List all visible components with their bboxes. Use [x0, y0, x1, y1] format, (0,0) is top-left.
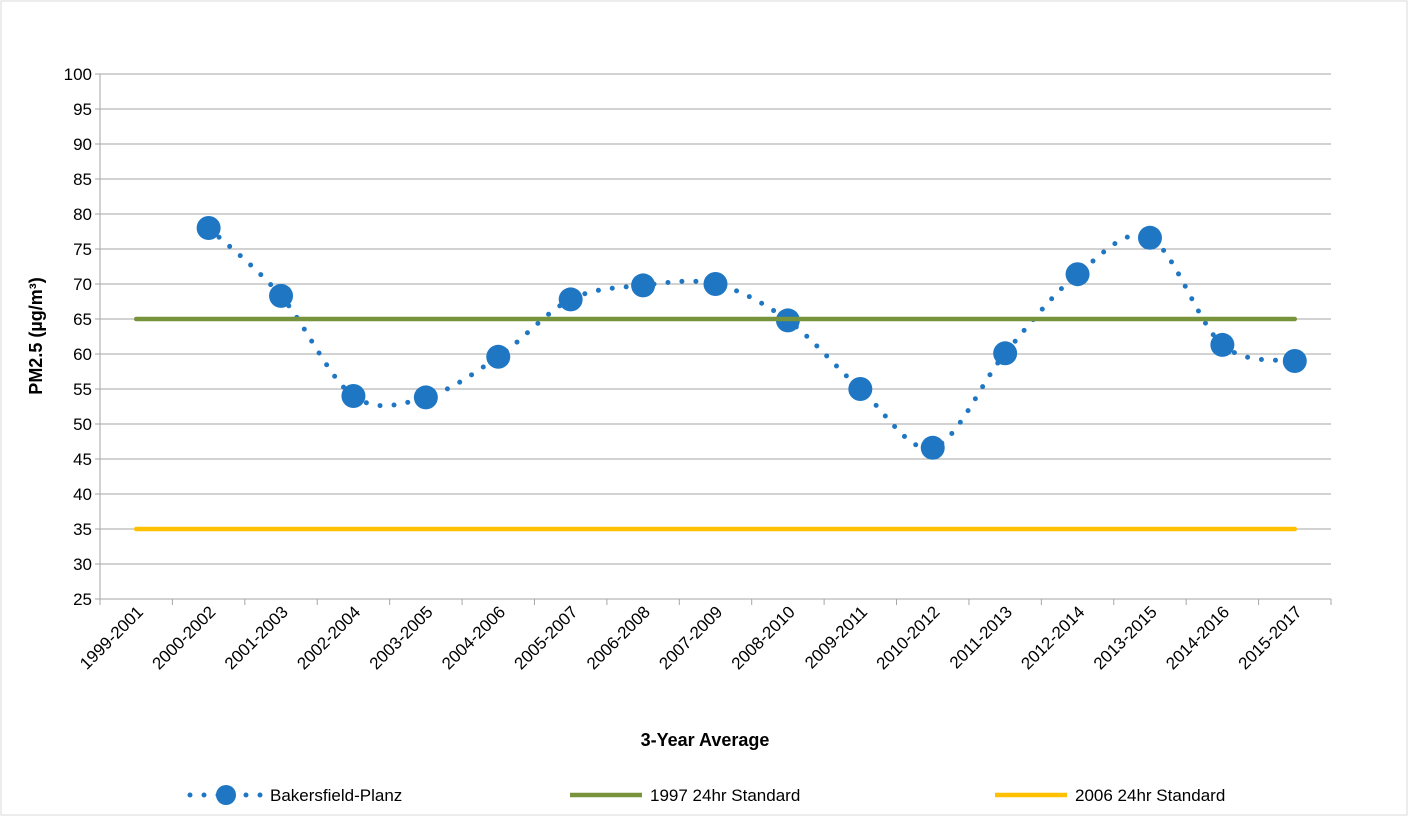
y-tick-label: 75	[73, 240, 92, 259]
x-axis-title: 3-Year Average	[641, 730, 770, 750]
data-point	[196, 216, 221, 240]
legend-label: Bakersfield-Planz	[270, 786, 402, 805]
y-tick-label: 70	[73, 275, 92, 294]
data-point	[703, 272, 728, 296]
data-point	[920, 435, 945, 460]
data-point	[413, 385, 438, 410]
y-tick-label: 35	[73, 520, 92, 539]
data-point	[1282, 349, 1307, 373]
data-point	[848, 377, 873, 401]
y-tick-label: 45	[73, 450, 92, 469]
y-tick-label: 60	[73, 345, 92, 364]
data-point	[341, 384, 366, 408]
y-tick-label: 90	[73, 135, 92, 154]
y-tick-label: 40	[73, 485, 92, 504]
legend-label: 2006 24hr Standard	[1075, 786, 1225, 805]
y-tick-label: 95	[73, 100, 92, 119]
legend-label: 1997 24hr Standard	[650, 786, 800, 805]
data-point	[1065, 262, 1090, 287]
y-tick-label: 25	[73, 590, 92, 609]
y-tick-label: 30	[73, 555, 92, 574]
series-line	[206, 225, 1298, 451]
data-point	[1137, 225, 1162, 250]
y-tick-label: 100	[64, 65, 92, 84]
data-point	[1210, 332, 1235, 357]
y-axis-title: PM2.5 (µg/m³)	[26, 277, 46, 394]
data-point	[993, 341, 1018, 366]
y-tick-label: 65	[73, 310, 92, 329]
y-tick-label: 85	[73, 170, 92, 189]
y-tick-label: 55	[73, 380, 92, 399]
data-point	[486, 344, 511, 369]
data-point	[558, 287, 583, 312]
y-tick-label: 80	[73, 205, 92, 224]
legend-swatch	[216, 785, 236, 805]
data-point	[631, 273, 656, 298]
data-point	[269, 283, 294, 308]
y-tick-label: 50	[73, 415, 92, 434]
